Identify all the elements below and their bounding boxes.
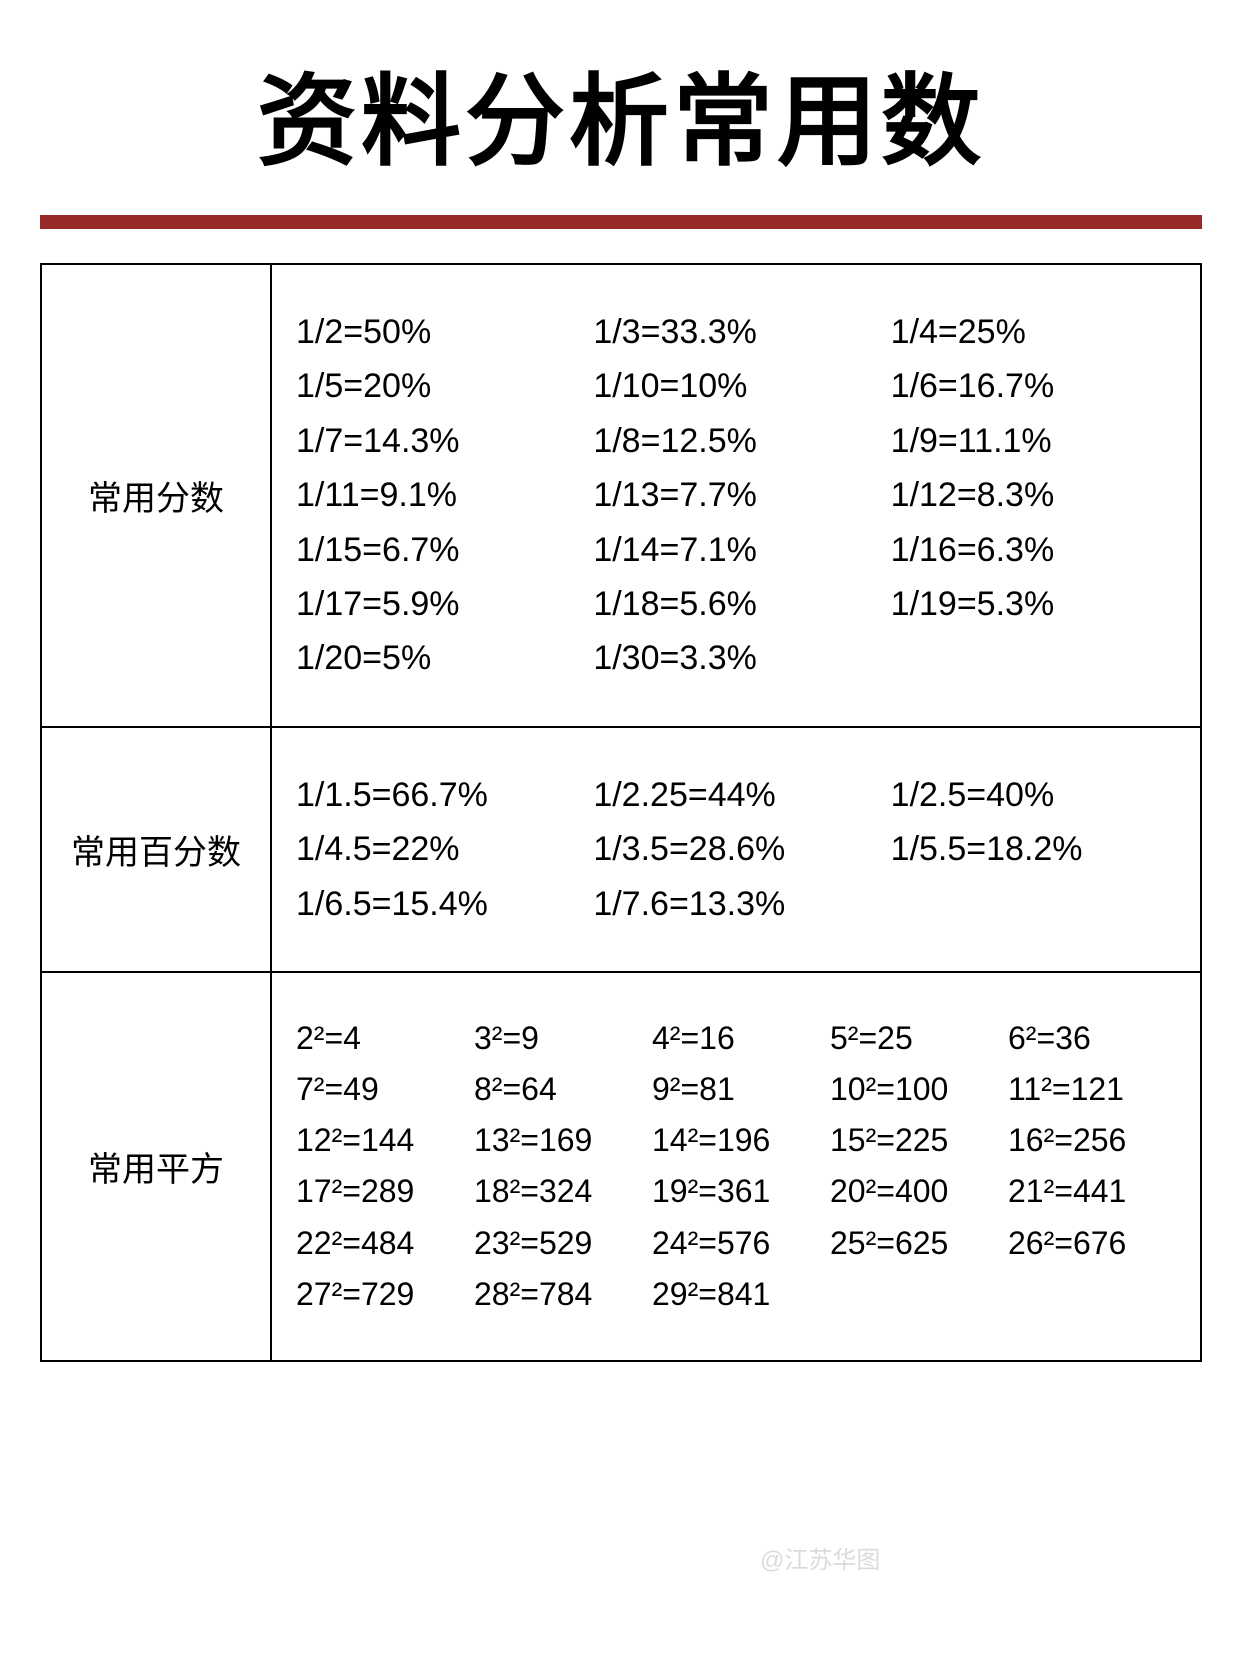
data-cell: 1/11=9.1% [296, 468, 585, 522]
data-cell: 1/17=5.9% [296, 577, 585, 631]
data-cell: 23²=529 [474, 1218, 646, 1269]
data-cell: 1/6=16.7% [891, 359, 1180, 413]
data-cell: 8²=64 [474, 1064, 646, 1115]
data-cell: 27²=729 [296, 1269, 468, 1320]
row-content: 2²=43²=94²=165²=256²=36 7²=498²=649²=8110… [271, 972, 1201, 1361]
row-header: 常用分数 [41, 264, 271, 727]
data-cell: 1/20=5% [296, 631, 585, 685]
data-cell: 19²=361 [652, 1166, 824, 1217]
data-cell: 1/8=12.5% [593, 414, 882, 468]
data-cell: 1/13=7.7% [593, 468, 882, 522]
data-cell: 1/5.5=18.2% [891, 822, 1180, 876]
data-cell: 14²=196 [652, 1115, 824, 1166]
data-cell: 20²=400 [830, 1166, 1002, 1217]
data-cell: 5²=25 [830, 1013, 1002, 1064]
data-cell: 1/1.5=66.7% [296, 768, 585, 822]
data-cell: 1/15=6.7% [296, 523, 585, 577]
data-cell: 1/2.5=40% [891, 768, 1180, 822]
data-cell: 3²=9 [474, 1013, 646, 1064]
data-cell: 18²=324 [474, 1166, 646, 1217]
page-title: 资料分析常用数 [40, 40, 1202, 215]
data-cell: 1/2=50% [296, 305, 585, 359]
data-cell: 1/3=33.3% [593, 305, 882, 359]
data-cell: 1/7.6=13.3% [593, 877, 882, 931]
data-cell: 9²=81 [652, 1064, 824, 1115]
title-rule [40, 215, 1202, 229]
row-header: 常用平方 [41, 972, 271, 1361]
data-cell: 1/12=8.3% [891, 468, 1180, 522]
data-cell: 17²=289 [296, 1166, 468, 1217]
data-cell: 12²=144 [296, 1115, 468, 1166]
data-cell: 1/7=14.3% [296, 414, 585, 468]
data-cell: 15²=225 [830, 1115, 1002, 1166]
table-row: 常用平方 2²=43²=94²=165²=256²=36 7²=498²=649²=… [41, 972, 1201, 1361]
data-cell: 2²=4 [296, 1013, 468, 1064]
data-cell: 10²=100 [830, 1064, 1002, 1115]
data-cell: 24²=576 [652, 1218, 824, 1269]
data-cell: 1/4=25% [891, 305, 1180, 359]
data-cell: 7²=49 [296, 1064, 468, 1115]
data-cell: 1/4.5=22% [296, 822, 585, 876]
data-cell: 28²=784 [474, 1269, 646, 1320]
data-cell [891, 877, 1180, 931]
data-cell: 1/19=5.3% [891, 577, 1180, 631]
data-cell: 1/30=3.3% [593, 631, 882, 685]
data-cell: 4²=16 [652, 1013, 824, 1064]
data-cell: 21²=441 [1008, 1166, 1180, 1217]
watermark: @江苏华图 [760, 1540, 880, 1575]
data-cell: 11²=121 [1008, 1064, 1180, 1115]
data-cell: 25²=625 [830, 1218, 1002, 1269]
data-cell: 26²=676 [1008, 1218, 1180, 1269]
data-cell: 1/2.25=44% [593, 768, 882, 822]
data-cell [830, 1269, 1002, 1320]
data-cell [1008, 1269, 1180, 1320]
row-content: 1/1.5=66.7%1/2.25=44%1/2.5=40%1/4.5=22%1… [271, 727, 1201, 972]
data-cell: 6²=36 [1008, 1013, 1180, 1064]
data-cell: 1/14=7.1% [593, 523, 882, 577]
data-cell: 1/5=20% [296, 359, 585, 413]
data-cell: 22²=484 [296, 1218, 468, 1269]
data-cell: 1/18=5.6% [593, 577, 882, 631]
data-cell: 1/6.5=15.4% [296, 877, 585, 931]
table-row: 常用百分数 1/1.5=66.7%1/2.25=44%1/2.5=40% 1/4.5… [41, 727, 1201, 972]
data-cell: 1/10=10% [593, 359, 882, 413]
data-cell: 13²=169 [474, 1115, 646, 1166]
table-row: 常用分数 1/2=50%1/3=33.3%1/4=25% 1/5=20%1/10=1… [41, 264, 1201, 727]
data-cell: 1/16=6.3% [891, 523, 1180, 577]
data-cell: 16²=256 [1008, 1115, 1180, 1166]
data-cell [891, 631, 1180, 685]
row-content: 1/2=50%1/3=33.3%1/4=25%1/5=20%1/10=10%1/… [271, 264, 1201, 727]
reference-table: 常用分数 1/2=50%1/3=33.3%1/4=25% 1/5=20%1/10=1… [40, 263, 1202, 1362]
data-cell: 29²=841 [652, 1269, 824, 1320]
data-cell: 1/3.5=28.6% [593, 822, 882, 876]
row-header: 常用百分数 [41, 727, 271, 972]
data-cell: 1/9=11.1% [891, 414, 1180, 468]
